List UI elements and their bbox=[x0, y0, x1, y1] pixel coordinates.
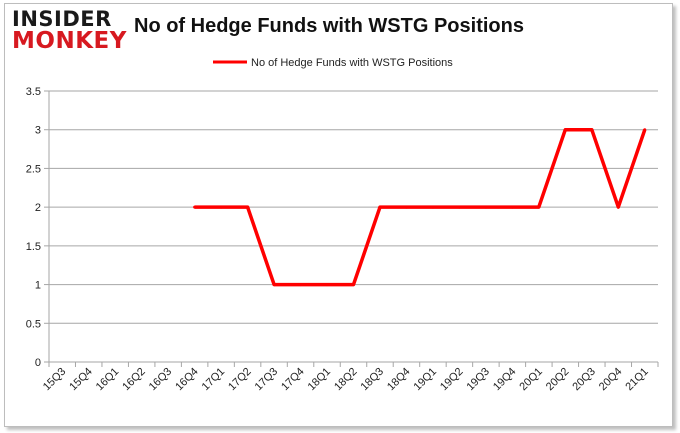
legend-label: No of Hedge Funds with WSTG Positions bbox=[251, 57, 453, 69]
x-tick-label: 16Q3 bbox=[147, 366, 175, 394]
x-tick-label: 18Q1 bbox=[306, 366, 334, 394]
y-tick-label: 0 bbox=[35, 357, 41, 369]
legend: No of Hedge Funds with WSTG Positions bbox=[213, 57, 453, 69]
data-point bbox=[537, 205, 541, 209]
data-point bbox=[272, 283, 276, 287]
y-tick-label: 1.5 bbox=[26, 241, 41, 253]
axes bbox=[44, 90, 659, 367]
data-point bbox=[404, 205, 408, 209]
x-tick-label: 15Q3 bbox=[41, 366, 69, 394]
data-point bbox=[299, 283, 303, 287]
data-point bbox=[457, 205, 461, 209]
x-tick-label: 19Q2 bbox=[438, 366, 466, 394]
x-tick-label: 20Q2 bbox=[544, 366, 572, 394]
x-tick-label: 19Q1 bbox=[412, 366, 440, 394]
series-group bbox=[193, 127, 647, 287]
x-tick-label: 16Q2 bbox=[120, 366, 148, 394]
x-tick-label: 15Q4 bbox=[67, 366, 95, 394]
x-tick-label: 19Q3 bbox=[464, 366, 492, 394]
data-point bbox=[352, 283, 355, 287]
y-tick-label: 3 bbox=[35, 125, 41, 137]
data-point bbox=[563, 128, 567, 132]
data-point bbox=[643, 128, 647, 132]
x-tick-label: 18Q2 bbox=[332, 366, 360, 394]
x-tick-label: 17Q1 bbox=[200, 366, 228, 394]
chart-frame bbox=[4, 3, 673, 427]
data-point bbox=[510, 205, 514, 209]
data-point bbox=[590, 128, 594, 132]
logo-line-2: MONKEY bbox=[12, 28, 127, 54]
data-point bbox=[325, 283, 329, 287]
y-tick-label: 0.5 bbox=[26, 318, 41, 330]
x-tick-label: 17Q4 bbox=[279, 366, 307, 394]
data-point bbox=[219, 205, 223, 209]
data-point bbox=[616, 205, 620, 209]
x-tick-label: 18Q4 bbox=[385, 366, 413, 394]
y-tick-label: 2 bbox=[35, 202, 41, 214]
y-tick-labels: 0 0.5 1 1.5 2 2.5 3 3.5 bbox=[26, 86, 41, 369]
x-tick-label: 16Q1 bbox=[94, 366, 122, 394]
x-tick-labels: 15Q315Q416Q116Q216Q316Q417Q117Q217Q317Q4… bbox=[41, 366, 651, 394]
data-point bbox=[431, 205, 435, 209]
grid bbox=[49, 90, 658, 324]
data-point bbox=[378, 205, 382, 209]
x-tick-label: 20Q1 bbox=[517, 366, 545, 394]
y-tick-label: 2.5 bbox=[26, 163, 41, 175]
data-point bbox=[193, 205, 197, 209]
insider-monkey-logo: INSIDER MONKEY bbox=[12, 8, 130, 56]
series-line bbox=[194, 127, 647, 287]
logo-line-1: INSIDER bbox=[12, 7, 112, 31]
x-tick-label: 20Q3 bbox=[570, 366, 598, 394]
x-tick-label: 18Q3 bbox=[359, 366, 387, 394]
data-point bbox=[484, 205, 488, 209]
y-tick-label: 3.5 bbox=[26, 86, 41, 98]
data-point bbox=[246, 205, 250, 209]
x-tick-label: 17Q2 bbox=[226, 366, 254, 394]
chart-title: No of Hedge Funds with WSTG Positions bbox=[134, 15, 524, 37]
x-tick-label: 17Q3 bbox=[253, 366, 281, 394]
x-tick-label: 16Q4 bbox=[173, 366, 201, 394]
x-tick-label: 21Q1 bbox=[623, 366, 651, 394]
x-tick-label: 19Q4 bbox=[491, 366, 519, 394]
x-tick-label: 20Q4 bbox=[597, 366, 625, 394]
y-tick-label: 1 bbox=[35, 280, 41, 292]
